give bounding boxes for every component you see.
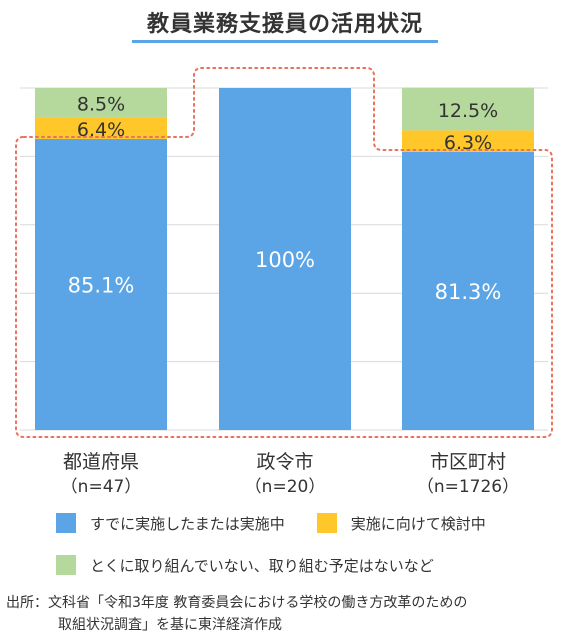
x-tick-sublabel: （n=20） (245, 477, 326, 497)
data-label: 6.3% (444, 132, 492, 154)
legend-swatch-not-implemented (56, 555, 76, 575)
data-label: 12.5% (438, 100, 498, 122)
legend-swatch-considering (316, 513, 337, 533)
legend: すでに実施したまたは実施中 実施に向けて検討中 とくに取り組んでいない、取り組む… (56, 508, 518, 580)
bar-segment (219, 88, 351, 430)
source-line-2: 取組状況調査」を基に東洋経済作成 (58, 617, 282, 633)
x-tick-label: 市区町村 (430, 451, 506, 473)
data-label: 85.1% (68, 273, 135, 297)
x-tick-label: 政令市 (256, 451, 313, 473)
source-note: 出所：文科省「令和3年度 教育委員会における学校の働き方改革のための 取組状況調… (6, 592, 467, 636)
bar-segment (402, 87, 534, 131)
x-tick-label: 都道府県 (63, 451, 139, 473)
legend-item-implemented: すでに実施したまたは実施中 (56, 513, 285, 534)
x-tick-sublabel: （n=1726） (417, 477, 519, 497)
legend-label-implemented: すでに実施したまたは実施中 (90, 514, 285, 533)
legend-label-not-implemented: とくに取り組んでいない、取り組む予定はないなど (90, 556, 434, 575)
data-label: 100% (255, 248, 315, 272)
legend-swatch-implemented (56, 513, 76, 533)
bar-segment (35, 88, 167, 118)
legend-label-considering: 実施に向けて検討中 (350, 514, 486, 533)
x-tick-sublabel: （n=47） (61, 477, 142, 497)
data-label: 6.4% (77, 119, 125, 141)
legend-item-considering: 実施に向けて検討中 (316, 513, 486, 534)
bar-segment (402, 130, 534, 152)
title-underline (132, 40, 438, 43)
bar-segment (402, 151, 534, 431)
legend-item-not-implemented: とくに取り組んでいない、取り組む予定はないなど (56, 555, 434, 576)
source-line-1: 出所：文科省「令和3年度 教育委員会における学校の働き方改革のための (6, 595, 468, 611)
data-label: 8.5% (77, 94, 125, 116)
bar-segment (35, 138, 167, 430)
chart-title: 教員業務支援員の活用状況 (146, 12, 423, 37)
stacked-bar-chart: 85.1% 6.4% 8.5% 都道府県 （n=47） 100% 政令市 （n=20） 81.3… (15, 67, 553, 497)
bar-segment (35, 117, 167, 139)
data-label: 81.3% (435, 280, 502, 304)
highlight-outline (15, 67, 553, 438)
